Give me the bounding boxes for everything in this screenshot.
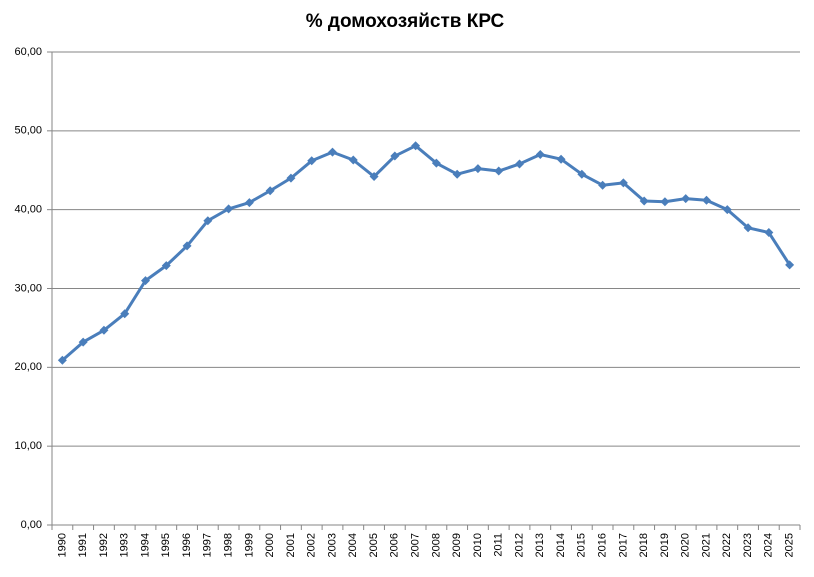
x-tick-label: 2010 — [472, 533, 484, 557]
x-tick-label: 2001 — [285, 533, 297, 557]
marker — [494, 166, 504, 176]
x-tick-label: 2006 — [389, 533, 401, 557]
marker — [182, 241, 192, 251]
x-tick-label: 2003 — [326, 533, 338, 557]
x-tick-label: 1990 — [56, 533, 68, 557]
x-tick-label: 2000 — [264, 533, 276, 557]
x-tick-label: 2008 — [430, 533, 442, 557]
x-tick-label: 2011 — [493, 533, 505, 557]
marker — [556, 154, 566, 164]
x-tick-label: 1997 — [202, 533, 214, 557]
y-tick-label: 40,00 — [14, 204, 42, 216]
marker — [618, 178, 628, 188]
x-tick-label: 2025 — [784, 533, 796, 557]
marker — [78, 337, 88, 347]
marker — [307, 156, 317, 166]
marker — [473, 164, 483, 174]
marker — [515, 159, 524, 169]
marker — [99, 325, 109, 335]
marker — [722, 205, 732, 215]
y-tick-label: 0,00 — [21, 519, 42, 531]
marker — [577, 169, 587, 179]
marker — [286, 173, 296, 183]
x-tick-label: 2007 — [410, 533, 422, 557]
marker — [431, 158, 441, 168]
marker — [452, 169, 462, 179]
y-tick-label: 50,00 — [14, 125, 42, 137]
marker — [348, 155, 358, 165]
marker — [743, 223, 753, 233]
marker — [328, 147, 337, 157]
x-tick-label: 2018 — [638, 533, 650, 557]
x-tick-label: 2005 — [368, 533, 380, 557]
series-line — [61, 144, 791, 362]
marker — [57, 355, 67, 365]
marker — [141, 276, 150, 286]
x-tick-label: 2019 — [659, 533, 671, 557]
marker — [535, 149, 545, 159]
x-tick-label: 1993 — [119, 533, 131, 557]
marker — [681, 194, 691, 204]
x-tick-label: 2012 — [513, 533, 525, 557]
x-tick-label: 2017 — [617, 533, 629, 557]
marker — [224, 204, 234, 214]
x-tick-label: 1992 — [98, 533, 110, 557]
marker — [390, 151, 400, 161]
x-tick-label: 2016 — [597, 533, 609, 557]
x-tick-label: 2023 — [742, 533, 754, 557]
x-tick-label: 1991 — [77, 533, 89, 557]
marker — [660, 197, 670, 207]
marker — [785, 260, 795, 270]
marker — [203, 216, 213, 226]
marker — [764, 228, 774, 238]
marker — [411, 141, 421, 151]
marker — [598, 180, 608, 190]
x-tick-label: 1999 — [243, 533, 255, 557]
y-tick-label: 10,00 — [14, 440, 42, 452]
y-tick-label: 20,00 — [14, 361, 42, 373]
marker — [161, 261, 171, 271]
x-tick-label: 1998 — [223, 533, 235, 557]
x-tick-label: 2021 — [700, 533, 712, 557]
chart-title: % домохозяйств КРС — [306, 11, 505, 32]
y-tick-label: 60,00 — [14, 46, 42, 58]
marker — [265, 186, 275, 196]
x-tick-label: 2013 — [534, 533, 546, 557]
marker — [244, 198, 254, 208]
y-tick-label: 30,00 — [14, 282, 42, 294]
x-tick-label: 2020 — [680, 533, 692, 557]
x-tick-label: 2009 — [451, 533, 463, 557]
x-tick-label: 1995 — [160, 533, 172, 557]
x-tick-label: 2022 — [721, 533, 733, 557]
marker — [639, 196, 649, 206]
x-tick-label: 1994 — [139, 533, 151, 557]
marker — [369, 172, 379, 182]
x-tick-label: 2015 — [576, 533, 588, 557]
x-tick-label: 2002 — [306, 533, 318, 557]
marker — [120, 309, 130, 319]
marker — [702, 195, 711, 205]
x-tick-label: 2004 — [347, 533, 359, 557]
x-tick-label: 2014 — [555, 533, 567, 557]
x-tick-label: 2024 — [763, 533, 775, 557]
x-tick-label: 1996 — [181, 533, 193, 557]
